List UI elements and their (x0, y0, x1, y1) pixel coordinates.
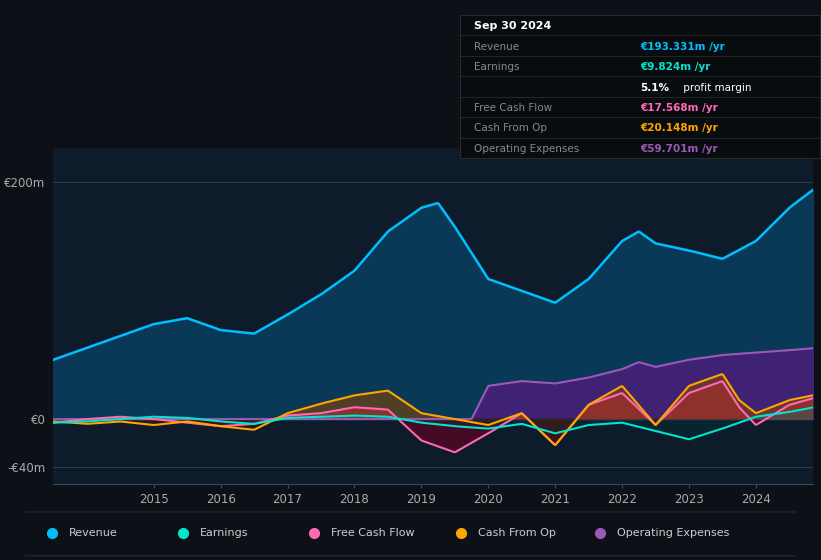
Text: Free Cash Flow: Free Cash Flow (475, 103, 553, 113)
Text: €59.701m /yr: €59.701m /yr (640, 144, 718, 154)
Text: Sep 30 2024: Sep 30 2024 (475, 21, 552, 31)
FancyBboxPatch shape (13, 512, 806, 556)
Text: Revenue: Revenue (475, 41, 520, 52)
Text: Revenue: Revenue (69, 529, 117, 538)
Text: 5.1%: 5.1% (640, 82, 669, 92)
Text: €20.148m /yr: €20.148m /yr (640, 123, 718, 133)
Text: Operating Expenses: Operating Expenses (617, 529, 729, 538)
Text: €17.568m /yr: €17.568m /yr (640, 103, 718, 113)
Text: €193.331m /yr: €193.331m /yr (640, 41, 725, 52)
Text: Earnings: Earnings (475, 62, 520, 72)
Text: Earnings: Earnings (200, 529, 248, 538)
Text: profit margin: profit margin (680, 82, 751, 92)
Text: Cash From Op: Cash From Op (475, 123, 548, 133)
Text: Free Cash Flow: Free Cash Flow (331, 529, 415, 538)
Text: Cash From Op: Cash From Op (478, 529, 556, 538)
Text: €9.824m /yr: €9.824m /yr (640, 62, 710, 72)
Text: Operating Expenses: Operating Expenses (475, 144, 580, 154)
